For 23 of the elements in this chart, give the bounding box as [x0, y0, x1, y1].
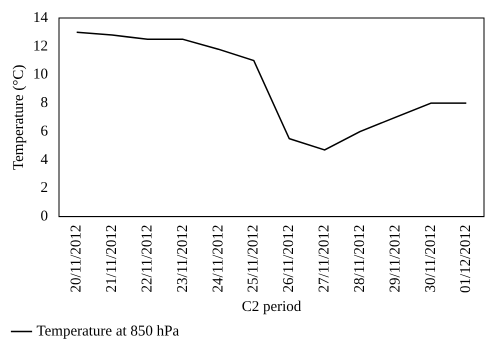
- x-tick-label: 27/11/2012: [316, 224, 333, 292]
- x-tick-label: 21/11/2012: [104, 224, 120, 292]
- y-axis-title: Temperature (°C): [10, 64, 27, 170]
- y-tick-label: 0: [40, 208, 48, 225]
- x-tick-label: 28/11/2012: [352, 224, 368, 292]
- x-axis-title: C2 period: [242, 298, 302, 315]
- y-tick-label: 12: [33, 38, 48, 54]
- y-tick-label: 14: [33, 10, 48, 26]
- x-tick-label: 25/11/2012: [246, 224, 262, 292]
- x-tick-label: 20/11/2012: [68, 224, 85, 292]
- x-tick-label: 29/11/2012: [387, 224, 404, 292]
- legend-label: Temperature at 850 hPa: [36, 323, 180, 340]
- x-tick-label: 22/11/2012: [139, 224, 156, 292]
- y-tick-label: 6: [40, 123, 48, 140]
- y-tick-label: 2: [40, 180, 48, 196]
- x-tick-label: 30/11/2012: [422, 224, 439, 292]
- x-tick-label: 23/11/2012: [174, 224, 191, 292]
- y-tick-label: 10: [33, 66, 48, 83]
- x-tick-label: 26/11/2012: [281, 224, 298, 292]
- y-tick-label: 8: [40, 95, 48, 112]
- x-tick-label: 01/12/2012: [458, 224, 474, 294]
- y-tick-label: 4: [40, 152, 48, 168]
- x-tick-label: 24/11/2012: [210, 224, 226, 292]
